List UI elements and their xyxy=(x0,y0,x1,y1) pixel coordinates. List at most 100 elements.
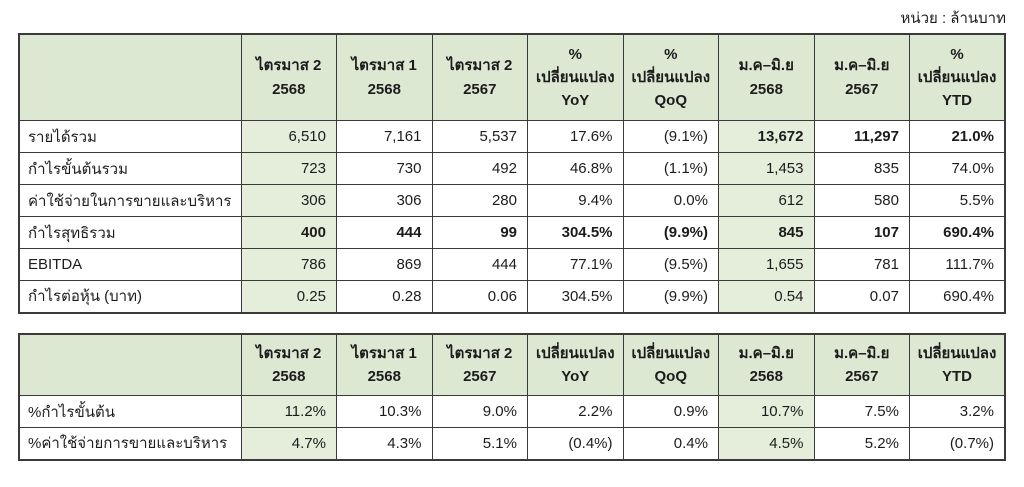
value-cell: 9.0% xyxy=(431,395,528,428)
column-header: ไตรมาส 2 2568 xyxy=(240,333,337,396)
value-cell: 4.3% xyxy=(336,427,433,460)
value-cell: 304.5% xyxy=(527,280,624,313)
corner-header-cell xyxy=(18,33,242,121)
value-cell: 3.2% xyxy=(909,395,1006,428)
value-cell: 107 xyxy=(813,216,910,249)
table-row: กำไรขั้นต้นรวม 723 730 492 46.8% (1.1%) 1,453 8… xyxy=(18,152,1006,185)
value-cell: 0.25 xyxy=(240,280,337,313)
value-cell: 444 xyxy=(431,248,528,281)
value-cell: 10.7% xyxy=(718,395,815,428)
value-cell: 1,655 xyxy=(718,248,815,281)
header-row: ไตรมาส 2 2568 ไตรมาส 1 2568 ไตรมาส 2 2567 เ… xyxy=(18,333,1006,396)
value-cell: 0.0% xyxy=(622,184,719,217)
value-cell: 869 xyxy=(336,248,433,281)
column-header: % เปลี่ยนแปลง QoQ xyxy=(622,33,719,121)
row-label: กำไรสุทธิรวม xyxy=(18,216,242,249)
value-cell: (9.1%) xyxy=(622,120,719,153)
value-cell: (9.5%) xyxy=(622,248,719,281)
value-cell: 0.07 xyxy=(813,280,910,313)
value-cell: 306 xyxy=(240,184,337,217)
column-header: ไตรมาส 2 2568 xyxy=(240,33,337,121)
value-cell: (9.9%) xyxy=(622,280,719,313)
column-header: ไตรมาส 2 2567 xyxy=(431,33,528,121)
column-header: ม.ค–มิ.ย 2567 xyxy=(813,33,910,121)
value-cell: 13,672 xyxy=(718,120,815,153)
table-row: กำไรสุทธิรวม 400 444 99 304.5% (9.9%) 845 107 69… xyxy=(18,216,1006,249)
value-cell: 280 xyxy=(431,184,528,217)
header-row: ไตรมาส 2 2568 ไตรมาส 1 2568 ไตรมาส 2 2567%… xyxy=(18,33,1006,121)
value-cell: 11.2% xyxy=(240,395,337,428)
row-label: กำไรขั้นต้นรวม xyxy=(18,152,242,185)
value-cell: 786 xyxy=(240,248,337,281)
value-cell: 0.54 xyxy=(718,280,815,313)
value-cell: 690.4% xyxy=(909,280,1006,313)
row-label: ค่าใช้จ่ายในการขายและบริหาร xyxy=(18,184,242,217)
row-label: %ค่าใช้จ่ายการขายและบริหาร xyxy=(18,427,242,460)
value-cell: 17.6% xyxy=(527,120,624,153)
value-cell: 6,510 xyxy=(240,120,337,153)
column-header: ม.ค–มิ.ย 2567 xyxy=(813,333,910,396)
table-row: EBITDA 786 869 444 77.1% (9.5%) 1,655 781 111.7% xyxy=(18,248,1006,281)
value-cell: 74.0% xyxy=(909,152,1006,185)
column-header: % เปลี่ยนแปลง YoY xyxy=(527,33,624,121)
value-cell: 99 xyxy=(431,216,528,249)
value-cell: 111.7% xyxy=(909,248,1006,281)
value-cell: 10.3% xyxy=(336,395,433,428)
value-cell: 0.06 xyxy=(431,280,528,313)
value-cell: 580 xyxy=(813,184,910,217)
value-cell: 845 xyxy=(718,216,815,249)
value-cell: (0.4%) xyxy=(527,427,624,460)
value-cell: (0.7%) xyxy=(909,427,1006,460)
column-header: ไตรมาส 1 2568 xyxy=(336,333,433,396)
column-header: เปลี่ยนแปลง YoY xyxy=(527,333,624,396)
column-header: เปลี่ยนแปลง QoQ xyxy=(622,333,719,396)
table-row: ค่าใช้จ่ายในการขายและบริหาร 306 306 280 9.4%… xyxy=(18,184,1006,217)
value-cell: 723 xyxy=(240,152,337,185)
value-cell: 781 xyxy=(813,248,910,281)
margin-ratio-table: ไตรมาส 2 2568 ไตรมาส 1 2568 ไตรมาส 2 2567 เ… xyxy=(18,333,1006,461)
value-cell: 1,453 xyxy=(718,152,815,185)
value-cell: (1.1%) xyxy=(622,152,719,185)
value-cell: 0.9% xyxy=(622,395,719,428)
column-header: ไตรมาส 1 2568 xyxy=(336,33,433,121)
value-cell: 306 xyxy=(336,184,433,217)
value-cell: 835 xyxy=(813,152,910,185)
value-cell: 730 xyxy=(336,152,433,185)
column-header: ม.ค–มิ.ย 2568 xyxy=(718,33,815,121)
value-cell: 2.2% xyxy=(527,395,624,428)
value-cell: 4.5% xyxy=(718,427,815,460)
column-header: % เปลี่ยนแปลง YTD xyxy=(909,33,1006,121)
table-row: %กำไรขั้นต้น 11.2% 10.3% 9.0% 2.2% 0.9% 10.7% 7… xyxy=(18,395,1006,428)
table-row: รายได้รวม 6,510 7,161 5,537 17.6% (9.1%) 13,67… xyxy=(18,120,1006,153)
table-row: %ค่าใช้จ่ายการขายและบริหาร 4.7% 4.3% 5.1% (0… xyxy=(18,427,1006,460)
value-cell: 5.1% xyxy=(431,427,528,460)
value-cell: 444 xyxy=(336,216,433,249)
value-cell: 21.0% xyxy=(909,120,1006,153)
income-statement-table: ไตรมาส 2 2568 ไตรมาส 1 2568 ไตรมาส 2 2567%… xyxy=(18,33,1006,314)
value-cell: 0.4% xyxy=(622,427,719,460)
value-cell: 7.5% xyxy=(813,395,910,428)
value-cell: 9.4% xyxy=(527,184,624,217)
table-row: กำไรต่อหุ้น (บาท) 0.25 0.28 0.06 304.5% (9.9%… xyxy=(18,280,1006,313)
value-cell: 4.7% xyxy=(240,427,337,460)
value-cell: 400 xyxy=(240,216,337,249)
column-header: เปลี่ยนแปลง YTD xyxy=(909,333,1006,396)
value-cell: 690.4% xyxy=(909,216,1006,249)
value-cell: 5.2% xyxy=(813,427,910,460)
value-cell: (9.9%) xyxy=(622,216,719,249)
value-cell: 7,161 xyxy=(336,120,433,153)
corner-header-cell xyxy=(18,333,242,396)
value-cell: 46.8% xyxy=(527,152,624,185)
value-cell: 0.28 xyxy=(336,280,433,313)
value-cell: 5.5% xyxy=(909,184,1006,217)
row-label: %กำไรขั้นต้น xyxy=(18,395,242,428)
value-cell: 77.1% xyxy=(527,248,624,281)
value-cell: 492 xyxy=(431,152,528,185)
row-label: กำไรต่อหุ้น (บาท) xyxy=(18,280,242,313)
value-cell: 11,297 xyxy=(813,120,910,153)
value-cell: 304.5% xyxy=(527,216,624,249)
value-cell: 612 xyxy=(718,184,815,217)
column-header: ม.ค–มิ.ย 2568 xyxy=(718,333,815,396)
value-cell: 5,537 xyxy=(431,120,528,153)
